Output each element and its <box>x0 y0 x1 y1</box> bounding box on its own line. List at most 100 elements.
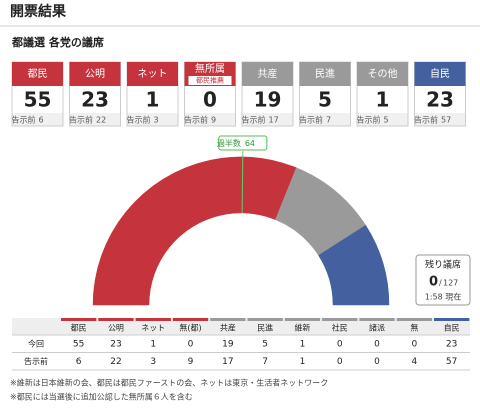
remaining-time: 1:58 現在 <box>425 292 462 302</box>
card-seats: 0 <box>203 88 217 112</box>
card-header <box>357 62 408 86</box>
card-name: 無所属 <box>195 62 225 75</box>
majority-box <box>218 135 268 151</box>
table-cell: 55 <box>73 340 84 350</box>
table-cell: 5 <box>262 340 268 350</box>
card-header <box>69 62 121 86</box>
column-color <box>61 318 97 321</box>
column-color <box>284 318 321 321</box>
card-footer <box>185 113 235 126</box>
card-prev-label: 告示前 <box>242 115 266 125</box>
card-prev-label: 告示前 <box>414 115 438 125</box>
card-name: 自民 <box>430 67 450 80</box>
remaining-total: 127 <box>443 279 458 288</box>
card-seats: 23 <box>81 88 109 112</box>
column-header: 社民 <box>332 323 348 333</box>
column-header: 自民 <box>444 323 460 333</box>
table-cell: 7 <box>262 357 268 367</box>
column-header: 民進 <box>257 324 273 333</box>
card-seats: 19 <box>254 88 282 112</box>
section-title: 都議選 各党の議席 <box>11 35 104 49</box>
column-color <box>172 318 209 321</box>
card-prev: 3 <box>154 116 159 125</box>
table-cell: 0 <box>411 340 417 350</box>
card-prev-label: 告示前 <box>357 115 381 125</box>
table-cell: 6 <box>76 357 82 367</box>
card-header <box>299 62 351 86</box>
majority-value: 64 <box>245 139 255 148</box>
table-cell: 4 <box>411 357 417 367</box>
table-cell: 0 <box>374 340 380 350</box>
card-seats: 1 <box>376 88 390 112</box>
card-prev-label: 告示前 <box>299 115 323 125</box>
card-prev-label: 告示前 <box>127 115 151 125</box>
card-name: 共産 <box>258 67 278 80</box>
table-cell: 0 <box>337 357 343 367</box>
table-cell: 0 <box>337 340 343 350</box>
column-header: 維新 <box>294 323 310 333</box>
column-header: 都民 <box>71 324 87 333</box>
page-title: 開票結果 <box>10 3 67 20</box>
remaining-separator: / <box>439 279 442 288</box>
remaining-value: 0 <box>429 275 438 290</box>
card-sub: 都民推薦 <box>196 76 224 85</box>
column-color <box>135 318 171 321</box>
card-prev: 6 <box>39 116 44 125</box>
card-name: ネット <box>138 68 168 80</box>
card-prev-label: 告示前 <box>12 115 36 125</box>
table-cell: 57 <box>446 357 457 367</box>
table-cell: 1 <box>300 357 306 367</box>
card-header <box>12 62 63 86</box>
column-header: ネット <box>141 324 165 333</box>
card-prev: 17 <box>269 116 279 125</box>
seat-arc <box>92 159 223 306</box>
majority-line <box>241 151 244 214</box>
table-cell: 1 <box>150 340 156 350</box>
table-cell: 23 <box>446 340 457 350</box>
card-footer <box>357 113 408 126</box>
card-prev: 57 <box>441 116 451 125</box>
card-prev: 5 <box>384 116 389 125</box>
card-prev-label: 告示前 <box>69 115 93 125</box>
card-seats: 1 <box>146 88 160 112</box>
card-header <box>414 62 466 86</box>
table-cell: 22 <box>110 357 121 367</box>
table-cell: 9 <box>188 357 194 367</box>
column-header: 共産 <box>220 323 236 333</box>
column-color <box>247 318 283 321</box>
card-footer <box>127 113 178 126</box>
card-sub-box <box>188 76 232 85</box>
card-header <box>127 62 178 86</box>
table-cell: 1 <box>300 340 306 350</box>
card-seats: 5 <box>318 88 332 112</box>
card-name: 民進 <box>315 68 335 80</box>
card-prev: 7 <box>326 116 331 125</box>
note: ※都民には当選後に追加公認した無所属６人を含む <box>10 392 193 402</box>
card-seats: 55 <box>24 88 52 112</box>
column-header: 公明 <box>108 324 124 333</box>
table-cell: 0 <box>374 357 380 367</box>
card-header <box>242 62 293 86</box>
column-color <box>98 318 134 321</box>
card-name: その他 <box>368 67 398 80</box>
card-footer <box>415 113 465 126</box>
card-prev-label: 告示前 <box>184 115 208 125</box>
table-header-bg <box>12 318 470 335</box>
row-label: 告示前 <box>24 356 48 366</box>
column-header: 無(都) <box>179 323 201 333</box>
table-cell: 19 <box>222 340 234 350</box>
table-cell: 17 <box>222 357 233 367</box>
column-color <box>434 318 470 321</box>
card-footer <box>70 113 120 126</box>
column-color <box>396 318 432 321</box>
card-prev: 9 <box>211 116 216 125</box>
remaining-box <box>415 254 471 306</box>
remaining-title: 残り議席 <box>425 259 461 271</box>
table-cell: 3 <box>150 357 156 367</box>
column-color <box>322 318 358 321</box>
row-label: 今回 <box>28 339 44 349</box>
card-seats: 23 <box>426 88 454 112</box>
card-prev: 22 <box>96 116 106 125</box>
column-header: 諸派 <box>369 323 385 333</box>
card-footer <box>242 113 293 126</box>
